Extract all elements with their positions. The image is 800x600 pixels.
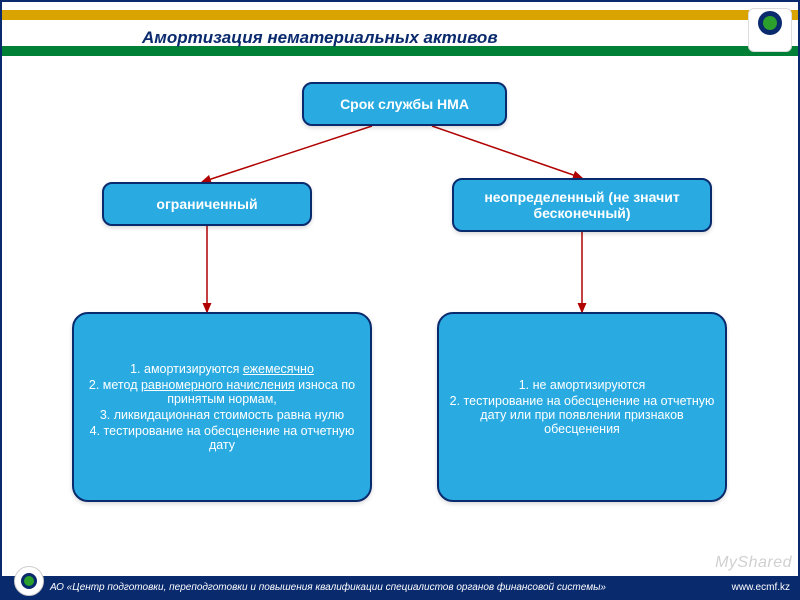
detail-indefinite: не амортизируются тестирование на обесцен… [437, 312, 727, 502]
logo-icon [748, 8, 792, 52]
footer-org: АО «Центр подготовки, переподготовки и п… [50, 582, 606, 593]
list-item: ликвидационная стоимость равна нулю [84, 408, 360, 422]
edge [432, 126, 582, 178]
page-title: Амортизация нематериальных активов [142, 28, 498, 48]
list-item: амортизируются ежемесячно [84, 362, 360, 376]
list-item: метод равномерного начисления износа по … [84, 378, 360, 406]
header: Амортизация нематериальных активов [2, 2, 798, 62]
footer: АО «Центр подготовки, переподготовки и п… [2, 564, 798, 598]
footer-url: www.ecmf.kz [732, 582, 790, 593]
slide: Амортизация нематериальных активов Срок … [0, 0, 800, 600]
node-indefinite: неопределенный (не значит бесконечный) [452, 178, 712, 232]
diagram-canvas: Срок службы НМА ограниченный неопределен… [2, 62, 798, 562]
footer-bar: АО «Центр подготовки, переподготовки и п… [2, 576, 798, 598]
list-item: тестирование на обесценение на отчетную … [449, 394, 715, 436]
edge [202, 126, 372, 182]
list-item: не амортизируются [449, 378, 715, 392]
detail-limited: амортизируются ежемесячно метод равномерн… [72, 312, 372, 502]
node-root: Срок службы НМА [302, 82, 507, 126]
header-stripe-top [2, 10, 798, 20]
list-item: тестирование на обесценение на отчетную … [84, 424, 360, 452]
node-limited: ограниченный [102, 182, 312, 226]
footer-logo-icon [14, 566, 44, 596]
